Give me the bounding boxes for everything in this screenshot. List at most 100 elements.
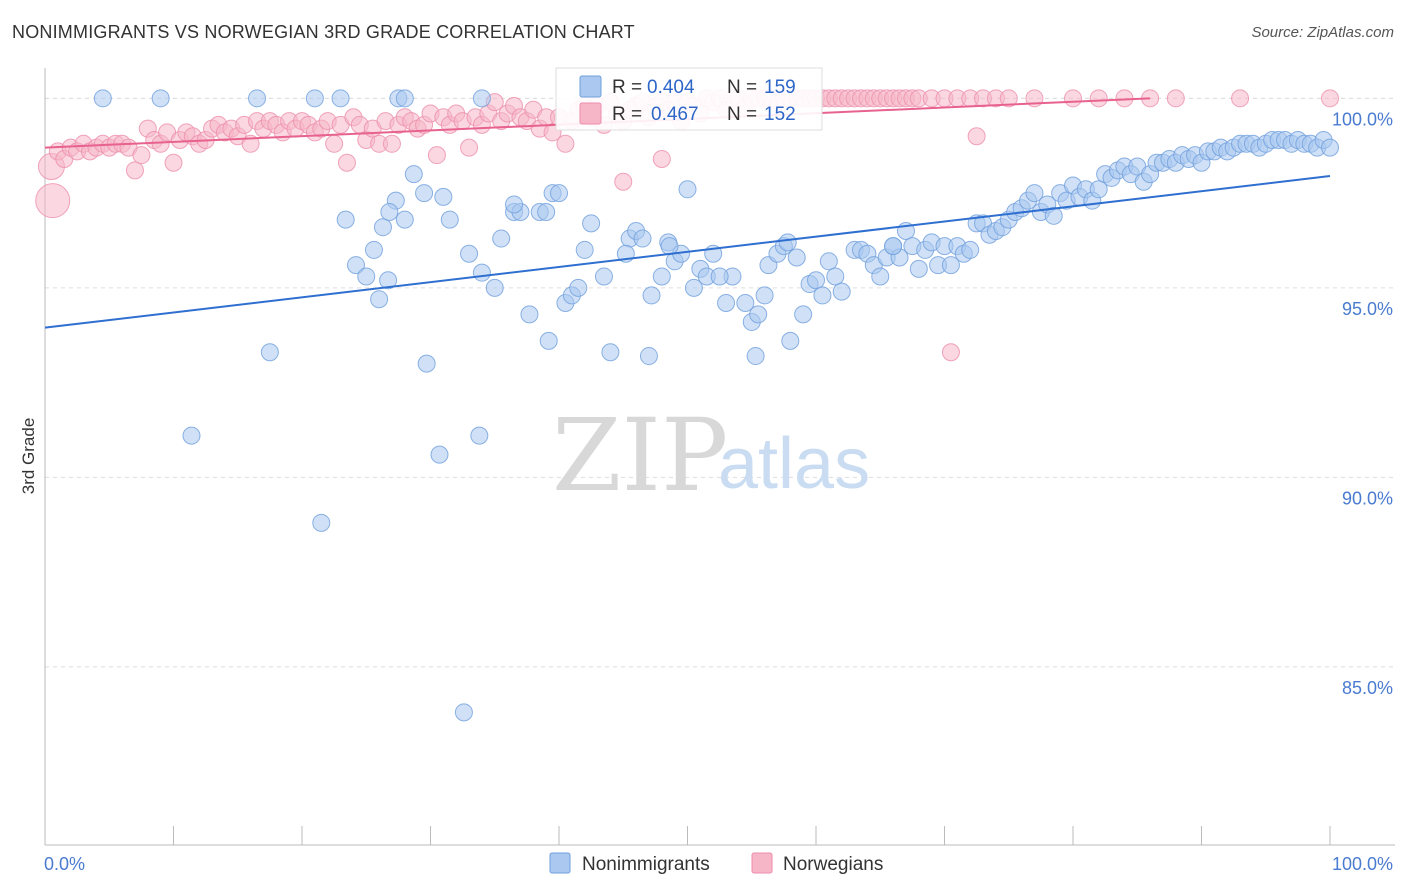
nonimmigrant-point xyxy=(417,354,436,373)
norwegian-point xyxy=(132,146,151,165)
nonimmigrant-point xyxy=(832,282,851,301)
stats-swatch-norwegians xyxy=(579,102,602,125)
norwegian-point xyxy=(382,134,401,153)
nonimmigrant-point xyxy=(1044,206,1063,225)
norwegian-point xyxy=(325,134,344,153)
nonimmigrant-point xyxy=(472,263,491,282)
nonimmigrant-point xyxy=(373,218,392,237)
nonimmigrant-point xyxy=(1025,184,1044,203)
nonimmigrant-point xyxy=(380,203,399,222)
x-tick-label: 100.0% xyxy=(1332,854,1393,874)
watermark: ZIP atlas xyxy=(552,397,870,514)
nonimmigrant-point xyxy=(415,184,434,203)
nonimmigrant-point xyxy=(633,229,652,248)
watermark-zip: ZIP xyxy=(552,397,728,514)
legend-label-norwegians: Norwegians xyxy=(783,854,883,875)
stats-n-label-1: N = xyxy=(727,77,757,98)
nonimmigrant-point xyxy=(582,214,601,233)
nonimmigrant-point xyxy=(807,271,825,290)
nonimmigrant-point xyxy=(778,233,797,252)
nonimmigrant-point xyxy=(370,290,389,309)
nonimmigrant-point xyxy=(569,278,588,297)
norwegian-point xyxy=(652,149,671,168)
nonimmigrant-point xyxy=(678,180,697,199)
watermark-atlas: atlas xyxy=(718,424,870,504)
nonimmigrant-point xyxy=(642,286,661,305)
nonimmigrant-point xyxy=(379,271,398,290)
nonimmigrant-point xyxy=(182,426,201,445)
nonimmigrant-point xyxy=(684,278,703,297)
norwegian-point xyxy=(1089,89,1108,108)
nonimmigrant-point xyxy=(151,89,170,108)
norwegian-point xyxy=(999,89,1018,108)
nonimmigrant-point xyxy=(749,305,768,324)
nonimmigrant-point xyxy=(312,513,331,532)
x-tick-labels: 0.0% 100.0% xyxy=(44,826,1393,874)
norwegian-point xyxy=(556,134,575,153)
nonimmigrant-point xyxy=(781,331,800,350)
stats-n-value-2: 152 xyxy=(764,104,796,125)
nonimmigrant-point xyxy=(505,195,524,214)
nonimmigrant-point xyxy=(346,256,365,275)
norwegian-point xyxy=(427,146,446,165)
nonimmigrant-point xyxy=(430,445,449,464)
nonimmigrant-point xyxy=(550,184,568,203)
nonimmigrant-point xyxy=(813,286,832,305)
stats-r-label-2: R = xyxy=(612,104,642,125)
series-legend: Nonimmigrants Norwegians xyxy=(549,852,883,875)
nonimmigrant-point xyxy=(961,240,980,259)
source-credit: Source: ZipAtlas.com xyxy=(1251,24,1394,41)
nonimmigrant-point xyxy=(395,210,414,229)
nonimmigrant-point xyxy=(260,343,279,362)
x-tick-label: 0.0% xyxy=(44,854,85,874)
norwegian-point xyxy=(125,161,144,180)
legend-swatch-nonimmigrants xyxy=(549,852,571,874)
y-tick-label: 100.0% xyxy=(1332,109,1393,129)
nonimmigrant-point xyxy=(736,293,755,312)
nonimmigrant-point xyxy=(336,210,355,229)
norwegian-point xyxy=(460,138,479,157)
norwegian-point xyxy=(1064,89,1082,108)
norwegian-point xyxy=(164,153,183,172)
stats-r-label-1: R = xyxy=(612,77,642,98)
nonimmigrant-point xyxy=(395,89,414,108)
nonimmigrant-point xyxy=(470,426,489,445)
norwegian-point xyxy=(35,183,71,219)
nonimmigrant-point xyxy=(520,305,539,324)
nonimmigrant-point xyxy=(492,229,511,248)
nonimmigrant-point xyxy=(404,165,423,184)
nonimmigrant-point xyxy=(485,278,504,297)
stats-n-value-1: 159 xyxy=(764,77,796,98)
norwegian-point xyxy=(967,127,986,146)
nonimmigrant-point xyxy=(364,240,383,259)
nonimmigrant-point xyxy=(794,305,813,324)
nonimmigrant-point xyxy=(717,293,736,312)
nonimmigrant-point xyxy=(537,203,556,222)
nonimmigrant-point xyxy=(331,89,350,108)
nonimmigrant-point xyxy=(871,267,890,286)
norwegian-point xyxy=(1166,89,1185,108)
nonimmigrant-point xyxy=(594,267,613,286)
nonimmigrant-point xyxy=(1321,138,1339,157)
nonimmigrant-point xyxy=(660,237,679,256)
nonimmigrant-point xyxy=(639,347,658,366)
nonimmigrant-point xyxy=(710,267,729,286)
y-axis-label: 3rd Grade xyxy=(19,418,38,495)
nonimmigrant-point xyxy=(454,703,473,722)
nonimmigrant-point xyxy=(819,252,838,271)
norwegian-point xyxy=(614,172,633,191)
nonimmigrant-point xyxy=(472,89,491,108)
y-tick-labels: 85.0% 90.0% 95.0% 100.0% xyxy=(1332,109,1393,698)
nonimmigrant-point xyxy=(826,267,845,286)
nonimmigrant-point xyxy=(357,267,376,286)
stats-n-label-2: N = xyxy=(727,104,757,125)
norwegian-point xyxy=(1231,89,1250,108)
nonimmigrant-point xyxy=(787,248,806,267)
y-tick-label: 90.0% xyxy=(1342,488,1393,508)
legend-swatch-norwegians xyxy=(751,852,773,874)
nonimmigrant-point xyxy=(539,331,558,350)
nonimmigrant-point xyxy=(755,286,774,305)
nonimmigrant-point xyxy=(1089,180,1108,199)
nonimmigrant-point xyxy=(440,210,459,229)
